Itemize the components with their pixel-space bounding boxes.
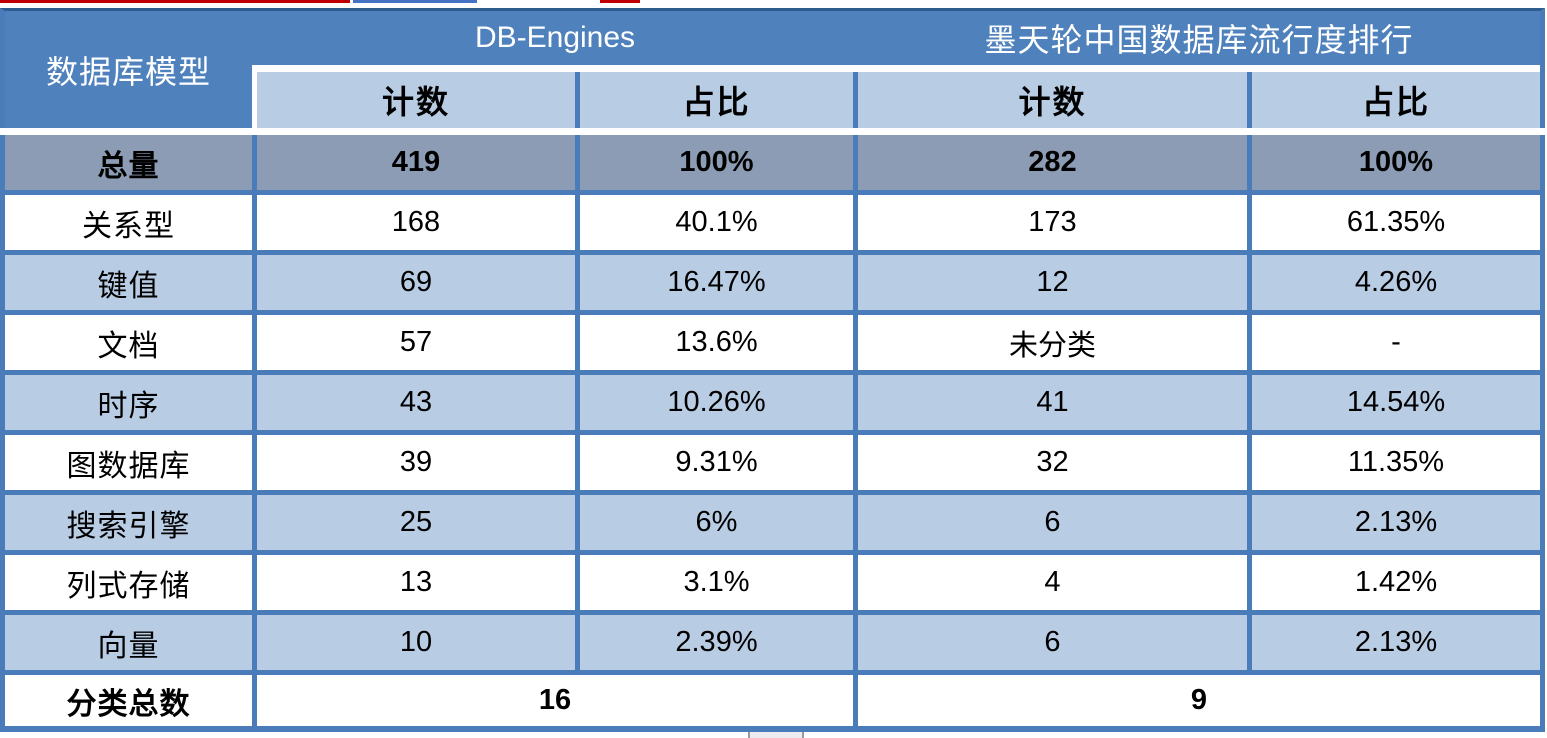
cell-de-count: 57 — [257, 315, 580, 370]
sub-header-row: 计数 占比 计数 占比 — [252, 72, 1540, 128]
cell-mt-count: 6 — [858, 495, 1252, 550]
cell-mt-count: 173 — [858, 195, 1252, 250]
cell-mt-count: 未分类 — [858, 315, 1252, 370]
group-title-db-engines: DB-Engines — [474, 21, 636, 54]
row-label: 关系型 — [5, 195, 257, 250]
column-divider — [575, 72, 580, 128]
table-row: 图数据库 39 9.31% 32 11.35% — [5, 435, 1540, 495]
column-divider — [1247, 72, 1252, 128]
cell-mt-pct: 61.35% — [1346, 206, 1446, 238]
cell-de-count: 419 — [257, 135, 580, 190]
row-label: 搜索引擎 — [5, 495, 257, 550]
sub-header-count-db: 计数 — [257, 72, 575, 128]
footer-de-total: 16 — [257, 675, 858, 726]
sub-header-count-modb: 计数 — [858, 72, 1247, 128]
database-model-comparison-table: 数据库模型 DB-Engines 墨天轮中国数据库流行度排行 计数 占比 计数 … — [0, 8, 1545, 732]
cell-de-count: 13 — [257, 555, 580, 610]
row-label: 文档 — [5, 315, 257, 370]
table-row: 关系型 168 40.1% 173 61.35% — [5, 195, 1540, 255]
cell-de-pct: 40.1% — [580, 195, 858, 250]
row-label: 时序 — [5, 375, 257, 430]
cell-de-pct: 3.1% — [580, 555, 858, 610]
top-cropped-red-line-2 — [600, 0, 640, 3]
cell-mt-count: 6 — [858, 615, 1252, 670]
row-label: 键值 — [5, 255, 257, 310]
corner-header-cell: 数据库模型 — [5, 11, 252, 128]
bottom-cropped-element — [748, 732, 804, 738]
table-row: 文档 57 13.6% 未分类 - — [5, 315, 1540, 375]
sub-header-gap — [252, 72, 257, 128]
table-row: 列式存储 13 3.1% 4 1.42% — [5, 555, 1540, 615]
cell-de-pct: 6% — [580, 495, 858, 550]
sub-header-pct-modb: 占比 — [1252, 72, 1540, 128]
cell-mt-count: 282 — [858, 135, 1252, 190]
cell-de-pct: 13.6% — [580, 315, 858, 370]
footer-label: 分类总数 — [5, 675, 257, 726]
cell-de-count: 168 — [257, 195, 580, 250]
cell-de-count: 69 — [257, 255, 580, 310]
sub-header-pct-db: 占比 — [580, 72, 853, 128]
table-row-total: 总量 419 100% 282 100% — [5, 135, 1540, 195]
header-divider — [252, 65, 1540, 72]
cell-de-count: 39 — [257, 435, 580, 490]
cell-de-pct: 16.47% — [580, 255, 858, 310]
cell-mt-pct: 2.13% — [1354, 626, 1438, 658]
row-label: 向量 — [5, 615, 257, 670]
cell-mt-pct: 2.13% — [1354, 506, 1438, 538]
table-row: 向量 10 2.39% 6 2.13% — [5, 615, 1540, 675]
row-label: 图数据库 — [5, 435, 257, 490]
footer-mt-total: 9 — [1190, 684, 1208, 716]
header-body-divider — [0, 128, 1545, 135]
table-row: 搜索引擎 25 6% 6 2.13% — [5, 495, 1540, 555]
cell-de-pct: 100% — [580, 135, 858, 190]
cell-mt-pct: 11.35% — [1347, 446, 1445, 478]
cell-de-count: 25 — [257, 495, 580, 550]
cell-mt-pct: 100% — [1358, 146, 1434, 178]
table-row: 键值 69 16.47% 12 4.26% — [5, 255, 1540, 315]
cell-mt-count: 12 — [858, 255, 1252, 310]
cell-mt-count: 4 — [858, 555, 1252, 610]
row-label: 列式存储 — [5, 555, 257, 610]
row-label: 总量 — [5, 135, 257, 190]
cell-mt-pct: 1.42% — [1354, 566, 1438, 598]
top-cropped-red-line — [0, 0, 350, 3]
cell-de-pct: 10.26% — [580, 375, 858, 430]
cell-mt-pct: - — [1391, 326, 1401, 358]
cell-de-pct: 9.31% — [580, 435, 858, 490]
table-row: 时序 43 10.26% 41 14.54% — [5, 375, 1540, 435]
table-header: 数据库模型 DB-Engines 墨天轮中国数据库流行度排行 计数 占比 计数 … — [0, 11, 1545, 135]
column-divider — [853, 72, 858, 128]
cell-de-pct: 2.39% — [580, 615, 858, 670]
cell-mt-count: 41 — [858, 375, 1252, 430]
top-cropped-blue-line — [353, 0, 477, 3]
cell-de-count: 43 — [257, 375, 580, 430]
cell-mt-count: 32 — [858, 435, 1252, 490]
cell-de-count: 10 — [257, 615, 580, 670]
header-band — [5, 11, 1540, 65]
table-row-category-totals: 分类总数 16 9 — [5, 675, 1540, 726]
cell-mt-pct: 14.54% — [1346, 386, 1446, 418]
group-title-modb: 墨天轮中国数据库流行度排行 — [984, 22, 1414, 58]
cell-mt-pct: 4.26% — [1354, 266, 1438, 298]
